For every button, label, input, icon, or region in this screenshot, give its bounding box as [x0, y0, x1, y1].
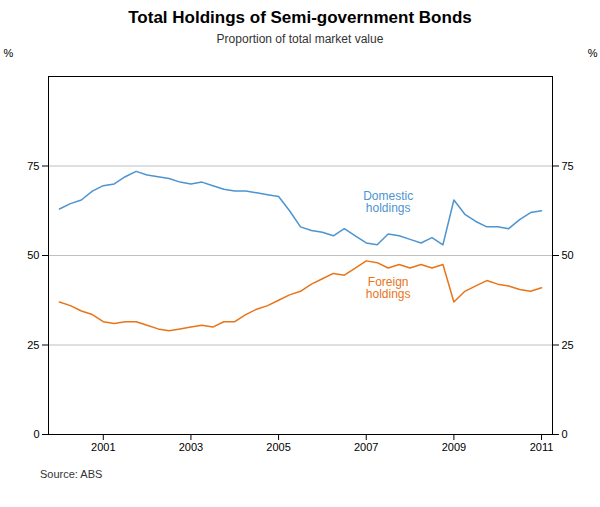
svg-text:50: 50: [27, 249, 39, 261]
svg-text:2001: 2001: [91, 441, 115, 453]
svg-text:2005: 2005: [266, 441, 290, 453]
svg-text:25: 25: [27, 339, 39, 351]
svg-text:75: 75: [27, 160, 39, 172]
svg-text:2009: 2009: [442, 441, 466, 453]
svg-text:%: %: [4, 47, 14, 59]
svg-text:Foreignholdings: Foreignholdings: [366, 275, 411, 301]
svg-text:Domesticholdings: Domesticholdings: [363, 189, 413, 215]
html-text:Proportion of total market val: Proportion of total market value: [216, 32, 384, 46]
svg-text:2007: 2007: [354, 441, 378, 453]
html-text:Source: ABS: Source: ABS: [40, 468, 103, 480]
svg-text:0: 0: [562, 428, 568, 440]
html-text:Total Holdings of Semi-governm: Total Holdings of Semi-government Bonds: [128, 8, 472, 27]
svg-text:2011: 2011: [530, 441, 554, 453]
svg-text:25: 25: [562, 339, 574, 351]
svg-text:0: 0: [33, 428, 39, 440]
svg-text:%: %: [588, 47, 598, 59]
svg-text:2003: 2003: [179, 441, 203, 453]
svg-text:50: 50: [562, 249, 574, 261]
svg-text:75: 75: [562, 160, 574, 172]
